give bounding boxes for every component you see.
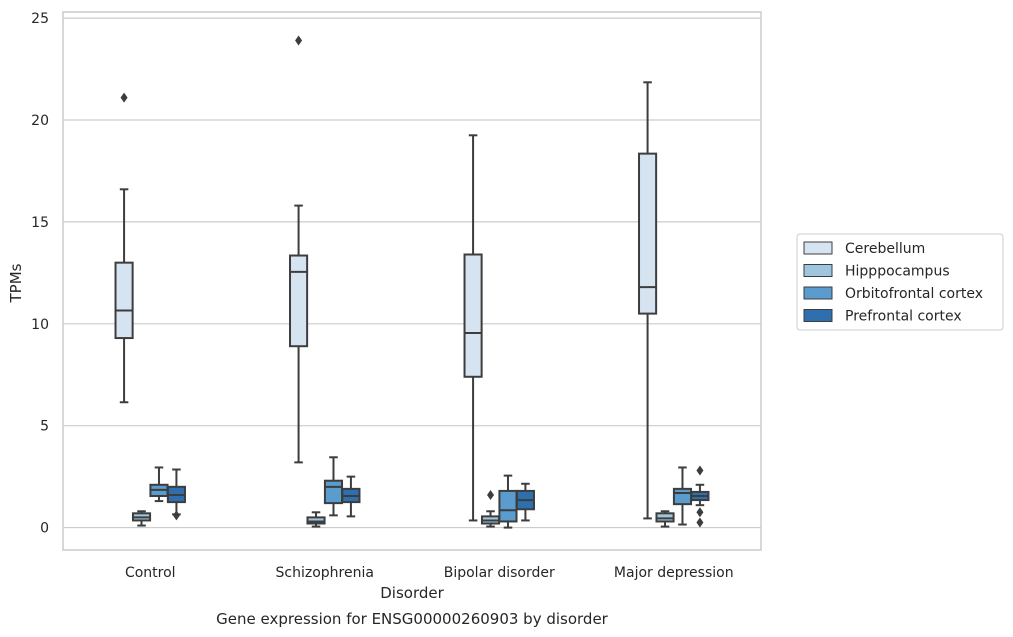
box-prefrontal-cortex bbox=[166, 468, 186, 521]
legend-label: Hipppocampus bbox=[845, 264, 950, 280]
chart-caption: Gene expression for ENSG00000260903 by d… bbox=[216, 610, 609, 628]
grid-lines bbox=[63, 17, 761, 529]
box-hipppocampus bbox=[655, 510, 675, 528]
box-hipppocampus bbox=[480, 489, 501, 528]
y-tick-label: 15 bbox=[31, 215, 49, 231]
y-axis-label: TPMs bbox=[7, 263, 25, 303]
box-hipppocampus bbox=[131, 510, 152, 527]
legend-frame bbox=[796, 233, 1004, 331]
legend-swatch bbox=[803, 264, 833, 277]
box-cerebellum bbox=[114, 92, 134, 404]
outlier-point bbox=[487, 489, 495, 500]
outlier-point bbox=[696, 465, 704, 476]
x-tick-label: Major depression bbox=[614, 565, 734, 581]
box-hipppocampus bbox=[306, 511, 326, 528]
y-tick-labels: 0 5 10 15 20 25 bbox=[31, 11, 49, 536]
x-tick-labels: Control Schizophrenia Bipolar disorder Majo… bbox=[125, 565, 734, 581]
box-body bbox=[638, 152, 658, 315]
legend-label: Prefrontal cortex bbox=[845, 309, 962, 325]
y-tick-label: 20 bbox=[31, 113, 49, 129]
box-body bbox=[672, 487, 693, 506]
legend-swatch bbox=[803, 241, 833, 255]
box-orbitofrontal-cortex bbox=[498, 474, 518, 529]
legend-swatch bbox=[803, 309, 833, 322]
y-tick-label: 5 bbox=[40, 419, 49, 435]
outlier-point bbox=[696, 507, 704, 518]
x-tick-label: Schizophrenia bbox=[276, 565, 374, 581]
box-body bbox=[289, 254, 309, 348]
legend-label: Orbitofrontal cortex bbox=[845, 286, 983, 302]
legend: Cerebellum Hipppocampus Orbitofrontal cort… bbox=[796, 233, 1004, 331]
x-tick-label: Bipolar disorder bbox=[444, 565, 555, 581]
box-body bbox=[498, 489, 518, 523]
box-orbitofrontal-cortex bbox=[672, 466, 693, 526]
box-body bbox=[114, 261, 134, 340]
box-prefrontal-cortex bbox=[690, 465, 710, 528]
box-orbitofrontal-cortex bbox=[149, 466, 169, 503]
box-prefrontal-cortex bbox=[341, 475, 361, 518]
legend-items: Cerebellum Hipppocampus Orbitofrontal cort… bbox=[803, 241, 983, 325]
x-tick-label: Control bbox=[125, 565, 176, 581]
outlier-point bbox=[172, 510, 180, 521]
y-tick-label: 25 bbox=[31, 11, 49, 27]
x-axis-label: Disorder bbox=[380, 584, 444, 602]
box-cerebellum bbox=[289, 35, 309, 464]
box-orbitofrontal-cortex bbox=[323, 456, 344, 517]
box-plots bbox=[114, 35, 710, 529]
outlier-point bbox=[120, 92, 128, 103]
box-cerebellum bbox=[638, 81, 658, 520]
box-body bbox=[306, 516, 326, 525]
outlier-point bbox=[696, 517, 704, 528]
box-body bbox=[323, 479, 344, 505]
plot-area-frame bbox=[62, 11, 762, 551]
box-prefrontal-cortex bbox=[515, 482, 535, 522]
box-body bbox=[463, 253, 483, 378]
legend-swatch bbox=[803, 286, 833, 300]
box-body bbox=[655, 512, 675, 523]
legend-label: Cerebellum bbox=[845, 241, 925, 257]
box-cerebellum bbox=[463, 134, 483, 522]
y-tick-label: 0 bbox=[40, 521, 49, 537]
outlier-point bbox=[295, 35, 303, 46]
y-tick-label: 10 bbox=[31, 317, 49, 333]
